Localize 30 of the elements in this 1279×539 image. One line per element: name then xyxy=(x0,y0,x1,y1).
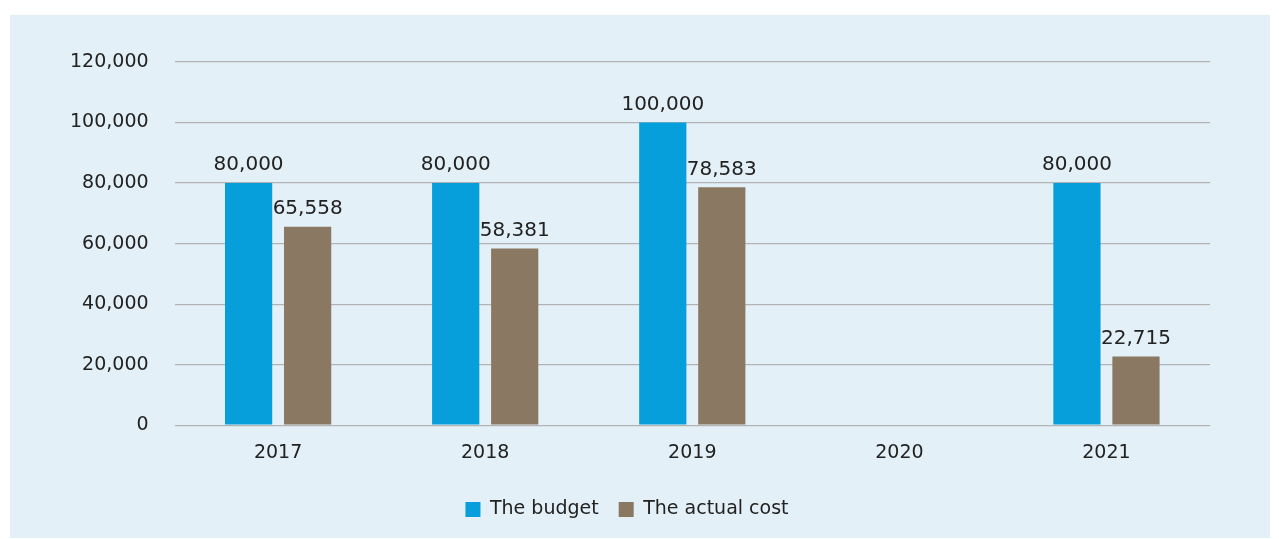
bar xyxy=(1112,356,1160,425)
y-tick-label: 80,000 xyxy=(82,170,149,192)
bar xyxy=(225,183,273,425)
bar xyxy=(284,226,332,425)
data-label: 65,558 xyxy=(272,194,343,219)
legend-label: The actual cost xyxy=(642,496,789,519)
data-label: 22,715 xyxy=(1100,324,1171,349)
bar xyxy=(698,187,746,425)
y-tick-label: 100,000 xyxy=(69,109,149,132)
data-label: 80,000 xyxy=(420,151,491,176)
y-tick-label: 40,000 xyxy=(82,291,149,314)
data-label: 80,000 xyxy=(213,151,284,176)
bar xyxy=(639,122,687,425)
data-label: 58,381 xyxy=(479,216,550,241)
bar xyxy=(491,248,539,425)
x-tick-label: 2019 xyxy=(668,439,717,462)
y-tick-label: 0 xyxy=(136,412,149,435)
x-tick-label: 2017 xyxy=(253,439,303,462)
y-tick-label: 20,000 xyxy=(82,351,149,374)
bar xyxy=(432,183,480,425)
x-tick-label: 2020 xyxy=(875,439,924,462)
y-tick-label: 120,000 xyxy=(69,48,149,71)
x-tick-label: 2021 xyxy=(1082,439,1131,462)
data-label: 78,583 xyxy=(686,155,757,180)
data-label: 80,000 xyxy=(1041,151,1112,176)
legend-label: The budget xyxy=(488,496,599,519)
y-tick-label: 60,000 xyxy=(82,230,149,253)
x-tick-label: 2018 xyxy=(461,439,510,462)
data-label: 100,000 xyxy=(621,90,705,115)
bar xyxy=(1053,183,1101,425)
